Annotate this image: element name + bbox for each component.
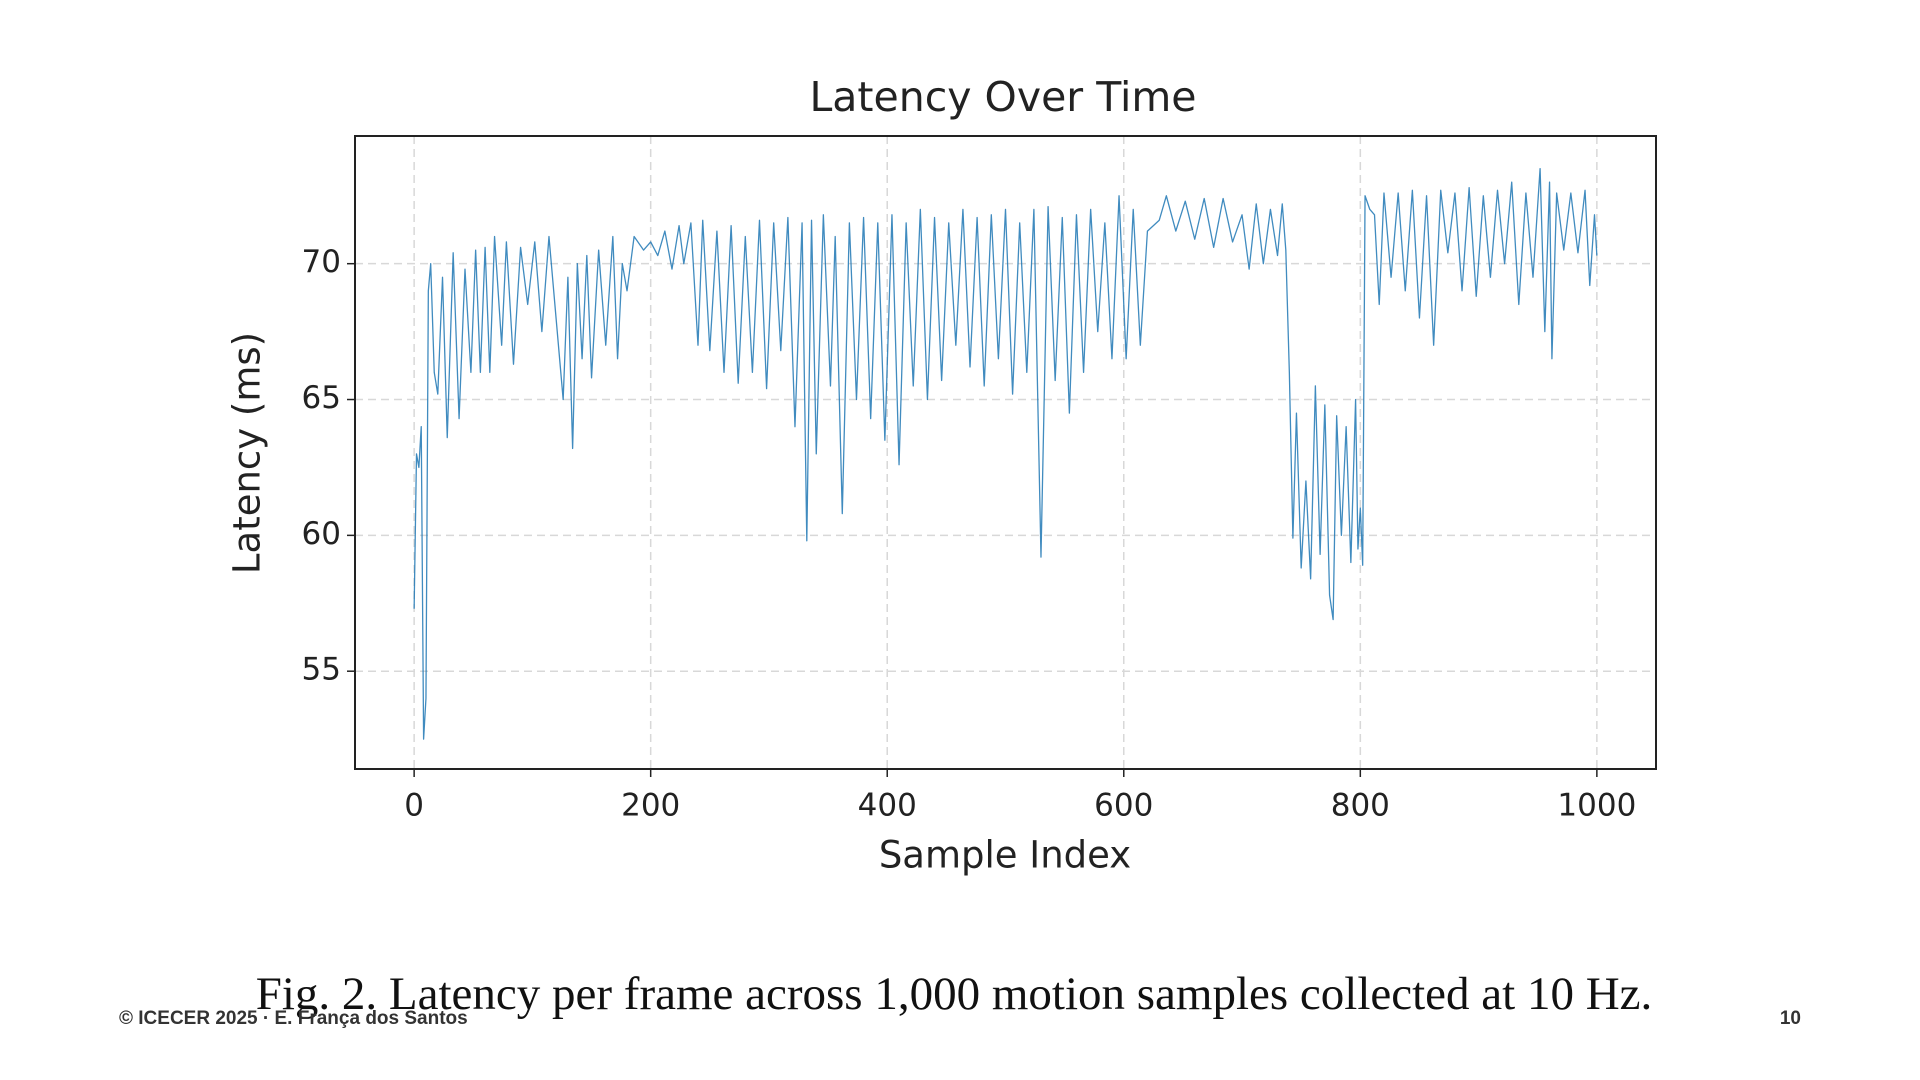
x-axis-label: Sample Index [879,834,1131,877]
plot-frame [354,135,1657,770]
x-tick-label: 400 [858,788,917,824]
y-axis-label: Latency (ms) [226,332,269,574]
footer-credit: © ICECER 2025 · E. França dos Santos [119,1008,468,1029]
x-tick-label: 800 [1331,788,1390,824]
y-tick-label: 65 [302,380,341,416]
data-line [413,167,1598,740]
y-tick-label: 55 [302,652,341,688]
chart-title: Latency Over Time [809,73,1196,121]
page-number: 10 [1780,1008,1801,1029]
y-tick-label: 60 [302,516,341,552]
x-tick-label: 0 [404,788,424,824]
x-tick-label: 200 [621,788,680,824]
figure-caption: Fig. 2. Latency per frame across 1,000 m… [256,968,1653,1020]
y-tick-label: 70 [302,244,341,280]
x-tick-label: 1000 [1557,788,1636,824]
x-tick-label: 600 [1094,788,1153,824]
